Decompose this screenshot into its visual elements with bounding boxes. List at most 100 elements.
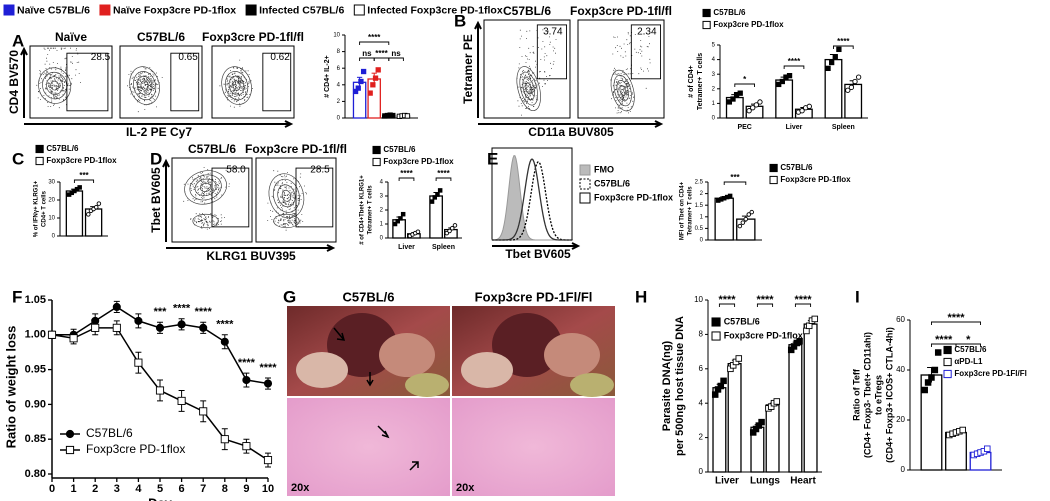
x-tick-label: 4: [135, 483, 142, 495]
x-tick-label: 10: [262, 483, 274, 495]
arrow: [377, 425, 390, 439]
data-point: [392, 221, 398, 227]
data-point: [750, 105, 756, 111]
legend-label: C57BL/6: [383, 145, 416, 154]
contour: [232, 80, 241, 91]
legend-label: C57BL/6: [86, 426, 133, 440]
y-tick-label: 0: [52, 234, 56, 240]
data-point: [924, 379, 932, 386]
significance-label: ***: [154, 306, 168, 318]
plot-title: C57BL/6: [503, 4, 551, 18]
legend-swatch: [702, 20, 711, 30]
data-point: [934, 349, 942, 356]
data-point: [727, 193, 733, 199]
significance-label: ****: [718, 294, 736, 306]
x-tick-label: 9: [243, 483, 249, 495]
data-point: [199, 407, 208, 416]
histology-image: [452, 398, 615, 496]
panel-letter: A: [12, 31, 24, 50]
y-axis-label: Tbet BV605: [149, 167, 163, 233]
gate-frequency: 0.65: [178, 52, 198, 63]
data-point: [360, 68, 367, 75]
y-axis-label: # of CD4+Tbet+ KLRG1+: [360, 175, 366, 245]
y-tick-label: 2: [700, 191, 704, 197]
legend-label: Foxp3cre PD-1Fl/Fl: [954, 369, 1026, 378]
legend-swatch: [35, 156, 44, 166]
plot-title: Foxp3cre PD-1fl/fl: [245, 142, 347, 156]
data-point: [776, 81, 782, 88]
y-tick-label: 1.00: [25, 329, 46, 341]
data-point: [746, 212, 752, 217]
data-point: [370, 82, 376, 88]
panel-letter: I: [855, 287, 860, 306]
x-tick-label: 7: [200, 483, 206, 495]
data-point: [355, 85, 361, 91]
contour: [199, 182, 212, 192]
data-point: [735, 355, 743, 362]
data-point: [806, 103, 812, 109]
data-point: [848, 84, 855, 90]
legend-swatch: [35, 144, 44, 154]
panel-letter: F: [12, 287, 22, 306]
x-tick-label: Spleen: [432, 244, 455, 251]
data-point: [746, 108, 752, 114]
y-tick-label: 10: [48, 216, 55, 222]
data-point: [825, 65, 831, 72]
y-tick-label: 0: [700, 238, 704, 244]
plot-frame: [29, 45, 113, 119]
x-tick-label: 1: [71, 483, 77, 495]
legend-marker: [65, 429, 75, 439]
significance-label: ****: [400, 169, 413, 178]
gate: [211, 167, 250, 228]
y-axis-label: Ratio of weight loss: [3, 326, 18, 449]
y-tick-label: 0.90: [25, 398, 46, 410]
data-point: [796, 338, 803, 345]
data-point: [921, 386, 928, 394]
data-point: [47, 330, 57, 339]
data-point: [720, 377, 727, 385]
y-tick-label: 4: [712, 57, 716, 63]
bar: [65, 190, 84, 237]
legend-swatch: [372, 157, 381, 167]
arrow: [409, 461, 419, 471]
significance-bracket: [794, 303, 812, 307]
significance-bracket: [756, 303, 774, 307]
data-point: [263, 379, 273, 388]
significance-label: ****: [368, 33, 381, 42]
data-point: [832, 54, 838, 60]
legend-label: C57BL/6: [954, 345, 987, 354]
significance-label: ****: [794, 294, 812, 306]
legend-swatch: [943, 345, 952, 355]
y-axis-label: Tetramer+ T cells: [368, 185, 374, 235]
x-tick-label: Lungs: [750, 476, 780, 487]
data-point: [743, 216, 749, 222]
y-axis-label: Tetramer PE: [461, 34, 475, 104]
legend-label: Foxp3cre PD-1flox: [86, 442, 185, 456]
y-tick-label: 0.85: [25, 433, 46, 445]
significance-bracket: [783, 65, 805, 69]
y-tick-label: 2: [712, 86, 716, 92]
legend-label: αPD-L1: [954, 357, 983, 366]
contour: [194, 178, 217, 197]
data-point: [931, 366, 939, 374]
y-tick-label: 5: [712, 43, 716, 49]
y-tick-label: 40: [896, 365, 905, 374]
data-point: [737, 90, 743, 96]
image-title: C57BL/6: [342, 289, 394, 304]
data-point: [829, 59, 835, 66]
y-tick-label: 0: [380, 236, 384, 242]
contour: [140, 80, 149, 91]
bar: [765, 404, 780, 473]
bar: [803, 323, 818, 473]
contour: [192, 213, 219, 229]
contour: [273, 213, 300, 229]
data-point: [112, 323, 121, 332]
legend-label: Foxp3cre PD-1flox: [383, 157, 454, 166]
organ: [296, 352, 348, 388]
contour: [42, 71, 68, 100]
data-point: [400, 211, 406, 217]
data-point: [757, 99, 763, 105]
y-axis-label: Tetramer+ T cells: [697, 53, 704, 110]
legend-label: Foxp3cre PD-1flox: [780, 175, 851, 184]
